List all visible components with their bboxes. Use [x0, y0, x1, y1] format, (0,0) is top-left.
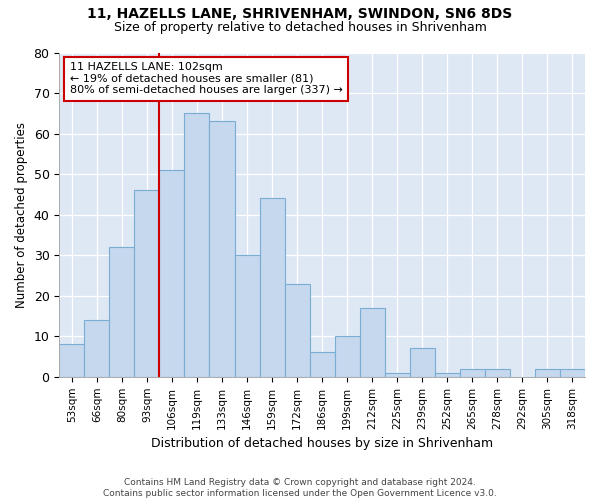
- Bar: [284, 284, 310, 377]
- Bar: [535, 368, 560, 377]
- Text: Size of property relative to detached houses in Shrivenham: Size of property relative to detached ho…: [113, 21, 487, 34]
- X-axis label: Distribution of detached houses by size in Shrivenham: Distribution of detached houses by size …: [151, 437, 493, 450]
- Bar: [560, 368, 585, 377]
- Bar: [209, 122, 235, 377]
- Y-axis label: Number of detached properties: Number of detached properties: [15, 122, 28, 308]
- Bar: [109, 247, 134, 377]
- Bar: [310, 352, 335, 377]
- Bar: [460, 368, 485, 377]
- Bar: [134, 190, 160, 377]
- Bar: [59, 344, 85, 377]
- Bar: [485, 368, 510, 377]
- Bar: [410, 348, 435, 377]
- Bar: [260, 198, 284, 377]
- Bar: [85, 320, 109, 377]
- Text: 11, HAZELLS LANE, SHRIVENHAM, SWINDON, SN6 8DS: 11, HAZELLS LANE, SHRIVENHAM, SWINDON, S…: [88, 8, 512, 22]
- Bar: [435, 373, 460, 377]
- Text: Contains HM Land Registry data © Crown copyright and database right 2024.
Contai: Contains HM Land Registry data © Crown c…: [103, 478, 497, 498]
- Bar: [385, 373, 410, 377]
- Bar: [235, 255, 260, 377]
- Bar: [335, 336, 359, 377]
- Bar: [160, 170, 184, 377]
- Text: 11 HAZELLS LANE: 102sqm
← 19% of detached houses are smaller (81)
80% of semi-de: 11 HAZELLS LANE: 102sqm ← 19% of detache…: [70, 62, 343, 96]
- Bar: [184, 114, 209, 377]
- Bar: [359, 308, 385, 377]
